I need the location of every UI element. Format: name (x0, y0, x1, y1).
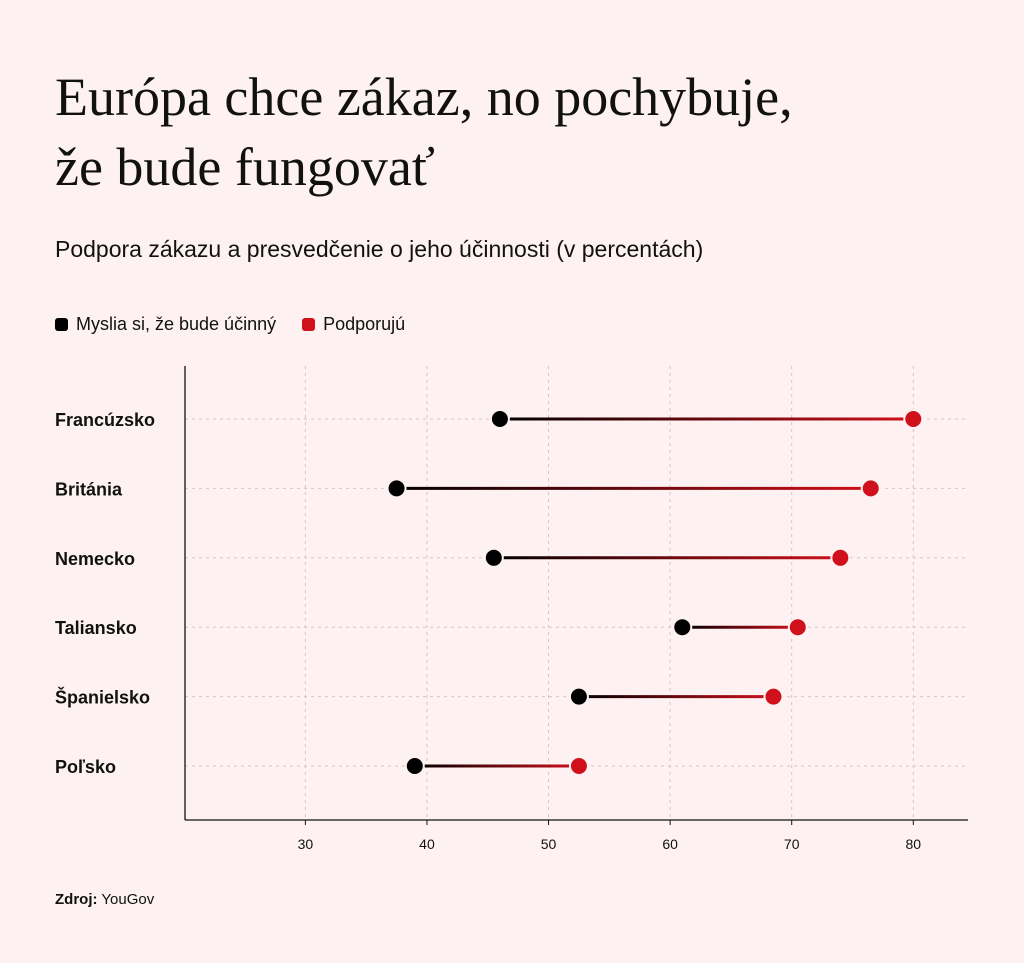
category-label: Taliansko (55, 618, 137, 638)
legend-label-effective: Myslia si, že bude účinný (76, 314, 277, 334)
legend: Myslia si, že bude účinný Podporujú (55, 314, 431, 335)
point-effective (568, 686, 589, 707)
x-tick-label: 40 (419, 836, 435, 852)
point-support (903, 409, 924, 429)
point-support (860, 478, 881, 499)
x-tick-label: 70 (784, 836, 800, 852)
legend-swatch-effective (55, 318, 68, 331)
category-label: Británia (55, 479, 123, 499)
legend-item-support: Podporujú (302, 314, 405, 335)
legend-label-support: Podporujú (323, 314, 406, 334)
point-effective (483, 547, 504, 568)
legend-item-effective: Myslia si, že bude účinný (55, 314, 276, 335)
category-label: Poľsko (55, 757, 116, 777)
x-tick-label: 60 (662, 836, 678, 852)
x-tick-label: 50 (541, 836, 557, 852)
chart-title: Európa chce zákaz, no pochybuje, že bude… (55, 62, 955, 202)
legend-swatch-support (302, 318, 316, 331)
point-support (787, 617, 808, 638)
category-label: Francúzsko (55, 410, 155, 430)
category-label: Španielsko (55, 687, 150, 708)
source-value: YouGov (101, 891, 155, 908)
grid (185, 366, 968, 820)
point-support (830, 547, 851, 568)
category-label: Nemecko (55, 549, 135, 569)
point-support (763, 686, 784, 707)
chart-subtitle: Podpora zákazu a presvedčenie o jeho úči… (55, 236, 704, 262)
title-line-1: Európa chce zákaz, no pochybuje, (55, 67, 793, 127)
marks: Francúzsko Británia Nemecko Taliansko Španie… (55, 409, 924, 777)
source-label: Zdroj: (55, 891, 98, 908)
source-note: Zdroj: YouGov (55, 891, 154, 908)
point-effective (404, 756, 425, 776)
point-support (568, 756, 589, 776)
point-effective (672, 617, 693, 638)
x-tick-label: 80 (905, 836, 921, 852)
title-line-2: že bude fungovať (55, 137, 435, 197)
point-effective (489, 409, 510, 429)
point-effective (386, 478, 407, 499)
axes: 30 40 50 60 70 80 (184, 366, 968, 852)
x-tick-label: 30 (298, 836, 314, 852)
